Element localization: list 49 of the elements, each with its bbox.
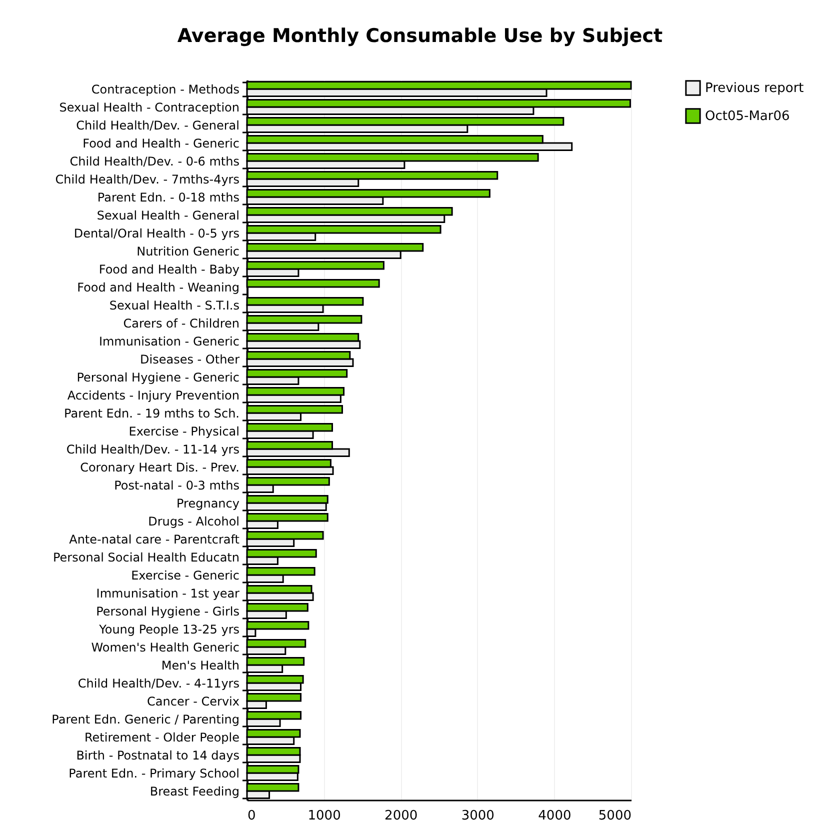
chart-title: Average Monthly Consumable Use by Subject (177, 25, 663, 47)
y-tick-label: Food and Health - Generic (82, 136, 240, 150)
y-tick-label: Contraception - Methods (91, 82, 240, 96)
y-tick-label: Food and Health - Weaning (77, 280, 240, 294)
y-tick-label: Accidents - Injury Prevention (67, 388, 240, 402)
y-tick-label: Sexual Health - Contraception (59, 100, 240, 114)
y-tick-label: Dental/Oral Health - 0-5 yrs (74, 226, 240, 240)
y-tick-label: Sexual Health - General (96, 208, 240, 222)
y-tick-label: Women's Health Generic (91, 640, 240, 654)
y-tick-label: Birth - Postnatal to 14 days (76, 748, 240, 762)
y-tick-label: Ante-natal care - Parentcraft (69, 532, 240, 546)
y-tick-label: Child Health/Dev. - 0-6 mths (70, 154, 240, 168)
legend-label: Oct05-Mar06 (705, 109, 790, 124)
y-tick-label: Diseases - Other (140, 352, 240, 366)
y-tick-label: Exercise - Physical (128, 424, 240, 438)
y-tick-label: Parent Edn. Generic / Parenting (52, 712, 240, 726)
y-tick-label: Child Health/Dev. - 7mths-4yrs (55, 172, 240, 186)
y-tick-label: Parent Edn. - 19 mths to Sch. (64, 406, 240, 420)
y-tick-label: Coronary Heart Dis. - Prev. (80, 460, 240, 474)
y-tick-label: Parent Edn. - Primary School (68, 766, 240, 780)
y-tick-label: Sexual Health - S.T.I.s (109, 298, 240, 312)
y-tick-label: Immunisation - 1st year (96, 586, 240, 600)
y-tick-label: Child Health/Dev. - 11-14 yrs (66, 442, 240, 456)
legend-label: Previous report (705, 81, 804, 96)
y-tick-label: Child Health/Dev. - 4-11yrs (78, 676, 240, 690)
y-tick-label: Breast Feeding (150, 784, 240, 798)
y-tick-label: Carers of - Children (123, 316, 240, 330)
y-tick-label: Pregnancy (176, 496, 240, 510)
x-tick-label: 1000 (308, 808, 341, 824)
x-tick-label: 5000 (598, 808, 632, 824)
y-tick-label: Cancer - Cervix (147, 694, 240, 708)
x-tick-label: 0 (248, 808, 256, 824)
y-tick-label: Immunisation - Generic (98, 334, 240, 348)
y-tick-label: Personal Hygiene - Generic (76, 370, 240, 384)
y-tick-label: Drugs - Alcohol (148, 514, 240, 528)
y-tick-label: Nutrition Generic (136, 244, 240, 258)
y-tick-label: Men's Health (161, 658, 240, 672)
y-tick-label: Exercise - Generic (131, 568, 240, 582)
y-tick-label: Retirement - Older People (84, 730, 240, 744)
y-tick-label: Young People 13-25 yrs (98, 622, 240, 636)
y-tick-label: Food and Health - Baby (98, 262, 240, 276)
y-tick-label: Post-natal - 0-3 mths (114, 478, 240, 492)
y-tick-label: Personal Hygiene - Girls (96, 604, 240, 618)
x-tick-label: 3000 (461, 808, 494, 824)
y-tick-label: Personal Social Health Educatn (52, 550, 240, 564)
x-tick-label: 4000 (538, 808, 572, 824)
x-tick-label: 2000 (384, 808, 418, 824)
y-tick-label: Child Health/Dev. - General (76, 118, 240, 132)
y-tick-label: Parent Edn. - 0-18 mths (97, 190, 240, 204)
